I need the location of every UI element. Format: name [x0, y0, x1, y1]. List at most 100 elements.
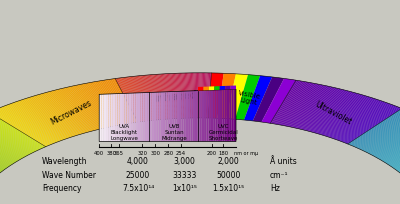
Polygon shape — [0, 134, 16, 163]
Polygon shape — [50, 92, 92, 132]
Polygon shape — [199, 73, 200, 118]
Polygon shape — [154, 75, 168, 120]
Polygon shape — [153, 75, 167, 120]
Polygon shape — [270, 81, 297, 124]
Polygon shape — [0, 110, 51, 145]
Polygon shape — [369, 122, 400, 154]
Polygon shape — [18, 101, 68, 139]
Polygon shape — [34, 96, 80, 135]
Polygon shape — [145, 93, 147, 142]
Polygon shape — [0, 122, 30, 154]
Polygon shape — [0, 147, 1, 173]
Polygon shape — [386, 135, 400, 164]
Polygon shape — [127, 78, 147, 121]
Polygon shape — [0, 132, 17, 162]
Polygon shape — [65, 88, 102, 129]
Polygon shape — [124, 78, 146, 122]
Polygon shape — [387, 136, 400, 164]
Polygon shape — [129, 94, 131, 142]
Polygon shape — [198, 87, 204, 91]
Polygon shape — [217, 74, 236, 119]
Polygon shape — [60, 89, 98, 130]
Polygon shape — [184, 74, 189, 119]
Text: Microwaves: Microwaves — [49, 98, 93, 126]
Polygon shape — [326, 98, 374, 137]
Polygon shape — [0, 132, 18, 161]
Polygon shape — [356, 113, 400, 148]
Polygon shape — [391, 140, 400, 167]
Polygon shape — [392, 140, 400, 168]
Polygon shape — [146, 76, 161, 120]
Polygon shape — [178, 74, 184, 119]
Polygon shape — [320, 96, 366, 135]
Polygon shape — [364, 118, 400, 152]
Polygon shape — [235, 75, 260, 120]
Polygon shape — [290, 86, 324, 128]
Polygon shape — [61, 89, 100, 130]
Polygon shape — [398, 146, 400, 172]
Polygon shape — [0, 135, 14, 164]
Text: 1x10¹⁵: 1x10¹⁵ — [172, 183, 197, 192]
Polygon shape — [375, 126, 400, 157]
Polygon shape — [390, 139, 400, 167]
Polygon shape — [152, 93, 154, 142]
Text: UVC
Germicidal
Shortwave: UVC Germicidal Shortwave — [208, 123, 238, 141]
Polygon shape — [148, 75, 163, 120]
Text: 400: 400 — [94, 150, 104, 155]
Polygon shape — [281, 83, 312, 126]
Polygon shape — [52, 91, 93, 132]
Polygon shape — [376, 127, 400, 158]
Polygon shape — [0, 115, 41, 149]
Polygon shape — [381, 131, 400, 161]
Polygon shape — [357, 114, 400, 148]
Polygon shape — [0, 129, 21, 160]
Polygon shape — [388, 137, 400, 165]
Polygon shape — [348, 109, 400, 145]
Polygon shape — [120, 94, 122, 142]
Polygon shape — [105, 80, 132, 124]
Polygon shape — [0, 144, 4, 171]
Polygon shape — [0, 114, 44, 148]
Polygon shape — [6, 105, 59, 142]
Polygon shape — [0, 113, 45, 148]
Polygon shape — [234, 90, 236, 142]
Polygon shape — [316, 94, 359, 134]
Polygon shape — [284, 84, 316, 126]
Text: Infrared: Infrared — [152, 90, 198, 103]
Polygon shape — [368, 122, 400, 154]
Polygon shape — [129, 77, 149, 121]
Polygon shape — [0, 133, 16, 162]
Polygon shape — [272, 81, 300, 124]
Polygon shape — [174, 74, 182, 119]
Text: 3,000: 3,000 — [174, 157, 196, 166]
Polygon shape — [71, 86, 107, 128]
Polygon shape — [203, 73, 205, 118]
Polygon shape — [28, 98, 76, 136]
Polygon shape — [363, 118, 400, 151]
Polygon shape — [397, 145, 400, 172]
Polygon shape — [286, 84, 319, 127]
Text: 254: 254 — [176, 150, 186, 155]
Text: 33333: 33333 — [173, 170, 197, 179]
Polygon shape — [292, 86, 327, 128]
Polygon shape — [142, 93, 145, 142]
Polygon shape — [303, 90, 342, 130]
Polygon shape — [0, 137, 12, 165]
Polygon shape — [197, 91, 200, 142]
Polygon shape — [5, 106, 58, 142]
Polygon shape — [9, 104, 61, 141]
Polygon shape — [0, 129, 22, 159]
Polygon shape — [136, 93, 138, 142]
Polygon shape — [232, 90, 234, 142]
Polygon shape — [0, 121, 32, 154]
Polygon shape — [110, 80, 135, 123]
Polygon shape — [104, 95, 106, 142]
Polygon shape — [0, 141, 8, 168]
Polygon shape — [346, 108, 400, 144]
Polygon shape — [327, 99, 375, 137]
Text: Visible
Light: Visible Light — [237, 90, 262, 106]
Polygon shape — [179, 74, 185, 119]
Polygon shape — [48, 92, 90, 132]
Polygon shape — [244, 76, 272, 121]
Text: UVA
Blacklight
Longwave: UVA Blacklight Longwave — [110, 123, 138, 141]
